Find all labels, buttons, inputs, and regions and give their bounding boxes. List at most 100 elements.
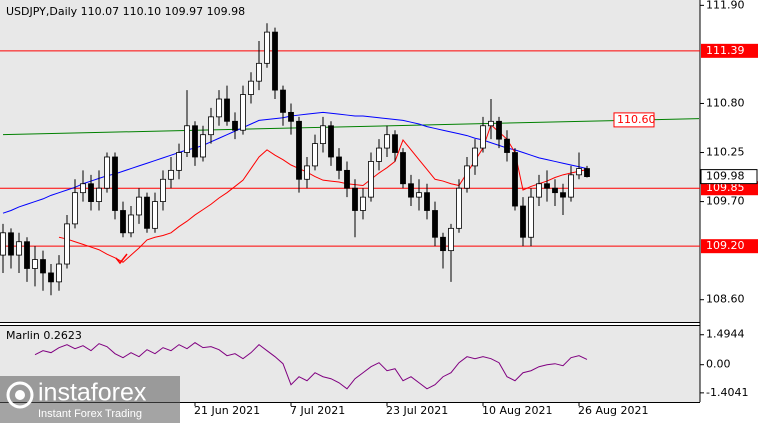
- y-tick-label: 108.60: [706, 293, 745, 306]
- candle-body: [320, 125, 326, 145]
- candle-body: [312, 143, 318, 167]
- candle-body: [544, 183, 550, 189]
- y-tick-label: 109.70: [706, 195, 745, 208]
- candle-body: [400, 152, 406, 185]
- candle-body: [280, 89, 286, 113]
- candle-body: [120, 210, 126, 234]
- level-label-box: [701, 43, 758, 58]
- candle-body: [392, 134, 398, 153]
- candle-body: [360, 196, 366, 211]
- candle-body: [256, 62, 262, 82]
- x-tick-label: 26 Aug 2021: [578, 404, 648, 417]
- candle-body: [376, 147, 382, 162]
- candle-body: [184, 125, 190, 153]
- y-tick-label: 0.00: [706, 358, 731, 371]
- watermark-brand: instaforex: [38, 379, 147, 407]
- trend-label-box: [613, 112, 655, 128]
- candle-body: [552, 187, 558, 194]
- candle-body: [16, 241, 22, 256]
- candle-body: [88, 183, 94, 202]
- candle-body: [24, 241, 30, 269]
- main-panel: 111.90 110.80 110.25 109.70 108.60 110.60 111.…: [0, 0, 758, 306]
- moving-average: [2, 111, 588, 214]
- level-label-box: [701, 181, 758, 196]
- chart-title: USDJPY,Daily 110.07 110.10 109.97 109.98: [6, 5, 245, 18]
- candle-body: [216, 98, 222, 118]
- watermark-tagline: Instant Forex Trading: [38, 408, 142, 420]
- candle-body: [576, 168, 582, 176]
- candle-body: [440, 236, 446, 252]
- candle-body: [208, 116, 214, 136]
- y-tick-label: 110.25: [706, 146, 745, 159]
- candle-body: [344, 169, 350, 189]
- candle-body: [480, 125, 486, 149]
- last-price-box: [700, 169, 758, 185]
- candle-body: [528, 196, 534, 238]
- candle-body: [584, 168, 590, 178]
- candle-body: [56, 263, 62, 283]
- indicator-title: Marlin 0.2623: [6, 329, 82, 342]
- watermark: instaforex Instant Forex Trading: [0, 376, 180, 423]
- candle-body: [64, 223, 70, 265]
- candle-body: [96, 187, 102, 202]
- candle-body: [408, 183, 414, 198]
- y-tick-label: 111.90: [706, 0, 745, 11]
- candle-body: [248, 80, 254, 95]
- y-tick-label: -1.4041: [706, 386, 748, 399]
- x-tick-label: 10 Aug 2021: [482, 404, 552, 417]
- candle-body: [104, 156, 110, 189]
- candle-body: [496, 120, 502, 140]
- candle-body: [80, 183, 86, 194]
- level-label: 111.39: [706, 44, 745, 57]
- y-tick-label: 1.4944: [706, 328, 745, 341]
- candle-body: [352, 187, 358, 211]
- trend-line: [2, 118, 700, 136]
- candle-body: [200, 134, 206, 158]
- indicator-line: [34, 342, 588, 390]
- watermark-logo: [15, 390, 25, 400]
- candle-body: [144, 196, 150, 229]
- candle-body: [512, 152, 518, 207]
- candle-body: [192, 125, 198, 158]
- candle-body: [40, 259, 46, 274]
- candle-body: [272, 31, 278, 91]
- candle-body: [488, 120, 494, 127]
- x-tick-label: 7 Jul 2021: [290, 404, 345, 417]
- candle-body: [0, 232, 6, 256]
- x-tick-label: 21 Jun 2021: [194, 404, 260, 417]
- candle-body: [336, 156, 342, 171]
- candle-body: [448, 227, 454, 252]
- level-label: 109.85: [706, 181, 745, 194]
- candle-body: [288, 111, 294, 122]
- candle-body: [328, 125, 334, 158]
- candle-body: [240, 94, 246, 131]
- check-marker: [115, 253, 128, 265]
- indicator-panel: 1.4944 0.00 -1.4041: [34, 328, 748, 399]
- candle-body: [304, 165, 310, 180]
- candle-body: [264, 31, 270, 64]
- candle-body: [8, 232, 14, 256]
- watermark-logo: [6, 381, 34, 409]
- candle-body: [456, 187, 462, 229]
- candle-body: [384, 134, 390, 149]
- candle-body: [112, 156, 118, 211]
- candle-body: [160, 178, 166, 202]
- candle-body: [504, 138, 510, 153]
- candle-body: [232, 120, 238, 131]
- candle-body: [152, 201, 158, 229]
- candle-body: [464, 165, 470, 189]
- candle-body: [432, 210, 438, 238]
- candle-body: [176, 152, 182, 171]
- candle-body: [424, 192, 430, 211]
- candle-body: [48, 272, 54, 283]
- candle-body: [136, 196, 142, 216]
- trend-label: 110.60: [617, 113, 656, 126]
- candle-body: [560, 192, 566, 198]
- candle-body: [296, 120, 302, 180]
- candle-body: [32, 259, 38, 269]
- candle-body: [536, 183, 542, 198]
- candle-body: [416, 192, 422, 198]
- candle-body: [472, 147, 478, 167]
- candle-body: [72, 192, 78, 225]
